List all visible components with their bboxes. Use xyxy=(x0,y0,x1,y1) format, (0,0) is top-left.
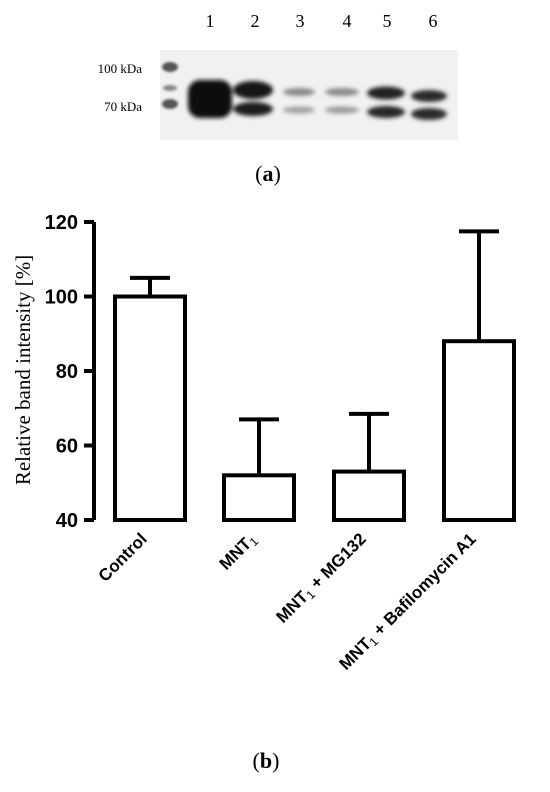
bar-3 xyxy=(332,469,406,523)
lane-2-upper-band xyxy=(233,81,273,99)
y-tick-label-60: 60 xyxy=(56,436,78,458)
lane-6-upper-band xyxy=(411,90,447,102)
y-tick-label-100: 100 xyxy=(45,287,78,309)
x-tick-label-3: MNT1 + MG132 xyxy=(273,529,372,628)
lane-5-lower-band xyxy=(367,106,405,118)
x-tick-label-2: MNT1 xyxy=(216,529,262,575)
ladder-band-100 xyxy=(162,62,178,72)
y-axis-label: Relative band intensity [%] xyxy=(11,255,35,485)
lane-1-number: 1 xyxy=(206,11,215,31)
lane-labels: 1 2 3 4 5 6 xyxy=(206,11,438,31)
y-tick-label-120: 120 xyxy=(45,212,78,234)
x-tick-label-1: Control xyxy=(95,529,151,585)
bar-1 xyxy=(113,294,187,522)
lane-4-lower-band xyxy=(325,106,359,114)
y-axis: 40 60 80 100 120 xyxy=(45,212,96,532)
ladder-band-85 xyxy=(163,85,177,91)
y-tick-label-80: 80 xyxy=(56,361,78,383)
ladder-lane xyxy=(162,62,178,109)
marker-100kda-label: 100 kDa xyxy=(98,61,143,76)
lane-2-lower-band xyxy=(233,102,273,116)
bar-4 xyxy=(442,339,516,523)
protein-bands xyxy=(188,80,447,120)
lane-5-number: 5 xyxy=(383,11,392,31)
lane-4-number: 4 xyxy=(343,11,352,31)
lane-6-number: 6 xyxy=(429,11,438,31)
bars xyxy=(113,229,516,523)
y-tick-label-40: 40 xyxy=(56,510,78,532)
lane-1-band xyxy=(188,80,232,118)
lane-3-upper-band xyxy=(283,88,315,96)
ladder-band-70 xyxy=(162,99,178,109)
panel-a-caption: (a) xyxy=(255,161,281,186)
bar-chart: Relative band intensity [%] 40 60 80 100 120… xyxy=(11,212,516,773)
panel-b-caption: (b) xyxy=(253,748,280,773)
bar-2 xyxy=(222,473,296,522)
lane-6-lower-band xyxy=(411,108,447,120)
western-blot-panel: 1 2 3 4 5 6 100 kDa 70 kDa xyxy=(98,11,458,186)
lane-4-upper-band xyxy=(325,88,359,96)
lane-5-upper-band xyxy=(367,86,405,100)
lane-3-number: 3 xyxy=(296,11,305,31)
lane-2-number: 2 xyxy=(251,11,260,31)
lane-3-lower-band xyxy=(283,106,315,114)
marker-70kda-label: 70 kDa xyxy=(104,99,142,114)
